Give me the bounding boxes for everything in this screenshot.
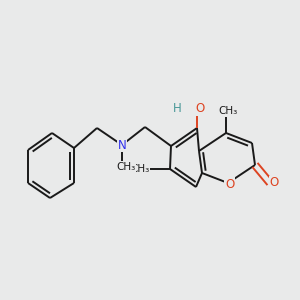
Text: N: N [118, 139, 126, 152]
Text: CH₃: CH₃ [116, 162, 135, 172]
Text: O: O [270, 176, 279, 190]
Text: O: O [195, 103, 205, 116]
Text: CH₃: CH₃ [130, 164, 150, 174]
Text: O: O [225, 178, 234, 191]
Text: H: H [173, 103, 182, 116]
Text: CH₃: CH₃ [219, 106, 238, 116]
